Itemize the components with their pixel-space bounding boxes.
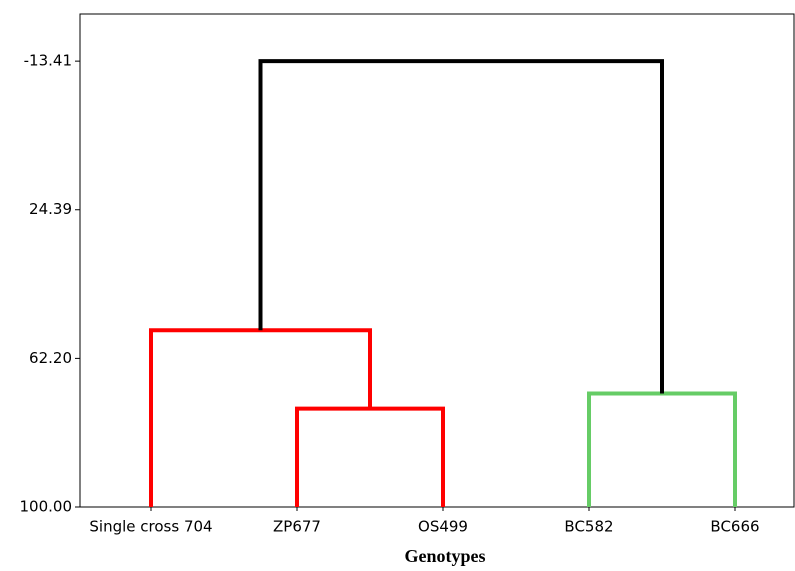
dendrogram-link <box>295 406 445 507</box>
dendrogram-link <box>258 59 664 394</box>
plot-frame <box>79 13 795 508</box>
x-tick-label: OS499 <box>418 518 468 536</box>
y-tick-label: -13.41 <box>24 52 72 70</box>
y-tick-label: 100.00 <box>20 498 73 516</box>
x-tick-label: BC582 <box>564 518 613 536</box>
dendrogram-link <box>587 391 737 507</box>
x-axis-label: Genotypes <box>405 546 486 566</box>
x-tick-label: BC666 <box>710 518 759 536</box>
x-tick-label: Single cross 704 <box>89 518 212 536</box>
y-tick-label: 62.20 <box>29 349 72 367</box>
dendrogram-link <box>149 328 372 507</box>
y-tick-label: 24.39 <box>29 200 72 218</box>
x-tick-label: ZP677 <box>273 518 321 536</box>
